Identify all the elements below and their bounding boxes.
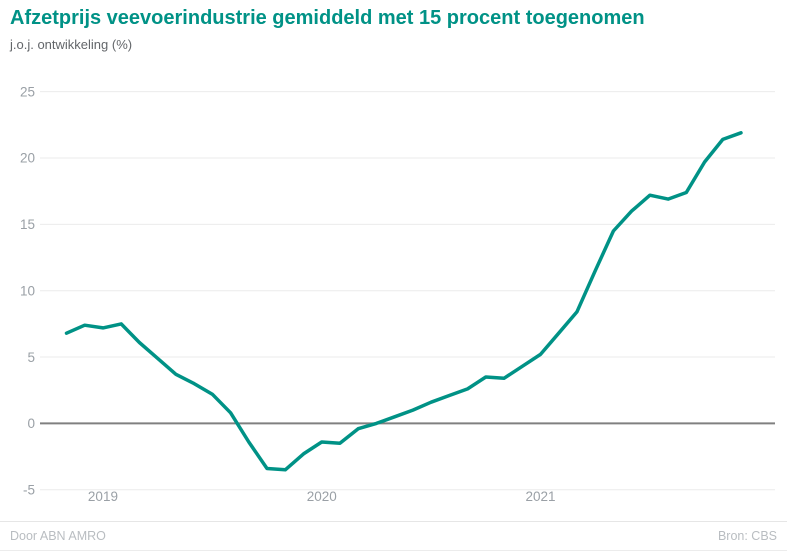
footer-attribution: Door ABN AMRO [10, 529, 106, 543]
data-series-line [64, 131, 743, 472]
y-axis-tick-label: 10 [20, 283, 35, 298]
y-axis-tick-label: 5 [27, 350, 35, 365]
chart-footer: Door ABN AMRO Bron: CBS [0, 521, 787, 550]
x-axis-tick-label: 2020 [307, 489, 337, 504]
y-axis-tick-label: -5 [23, 482, 35, 497]
y-axis-tick-label: 25 [20, 84, 35, 99]
y-axis-tick-label: 20 [20, 151, 35, 166]
x-axis-tick-label: 2019 [88, 489, 118, 504]
y-axis-tick-label: 15 [20, 217, 35, 232]
page-title: Afzetprijs veevoerindustrie gemiddeld me… [10, 7, 645, 29]
chart-subtitle: j.o.j. ontwikkeling (%) [10, 37, 133, 52]
x-axis-tick-label: 2021 [525, 489, 555, 504]
y-axis-tick-label: 0 [27, 416, 35, 431]
footer-source: Bron: CBS [717, 529, 777, 543]
